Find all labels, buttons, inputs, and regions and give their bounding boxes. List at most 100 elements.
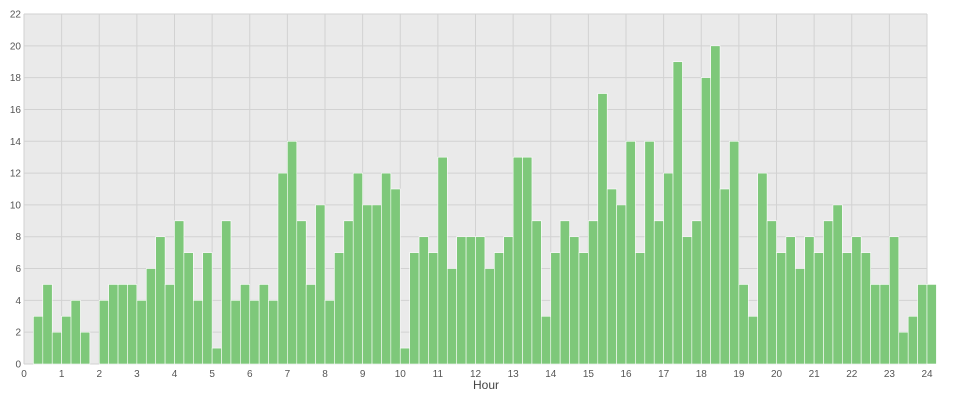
bar [174, 220, 185, 365]
bars [33, 45, 937, 365]
bar [785, 236, 796, 365]
bar [343, 220, 354, 365]
x-tick-label: 3 [134, 369, 140, 380]
y-tick-label: 18 [10, 73, 22, 84]
bar [842, 252, 853, 365]
x-tick-label: 24 [921, 369, 933, 380]
x-tick-label: 23 [884, 369, 896, 380]
bar [776, 252, 787, 365]
x-axis-ticks: 0 1 2 3 4 5 6 7 8 9 10 11 12 13 14 15 16 17 18 19 20 21 22 23 24 [21, 369, 933, 380]
bar [860, 252, 871, 365]
bar [766, 220, 777, 365]
bar [334, 252, 345, 365]
x-tick-label: 1 [59, 369, 65, 380]
bar [230, 300, 241, 365]
bar [738, 284, 749, 365]
bar [823, 220, 834, 365]
bar [61, 315, 72, 365]
bar [663, 172, 674, 365]
x-tick-label: 7 [285, 369, 291, 380]
bar [569, 236, 580, 365]
x-tick-label: 14 [545, 369, 557, 380]
bar [700, 77, 711, 365]
bar [795, 268, 806, 365]
x-tick-label: 2 [96, 369, 102, 380]
x-tick-label: 0 [21, 369, 27, 380]
x-tick-label: 8 [322, 369, 328, 380]
bar [672, 61, 683, 365]
x-tick-label: 11 [433, 369, 444, 380]
bar [907, 315, 918, 365]
bar [503, 236, 514, 365]
bar [541, 315, 552, 365]
x-tick-label: 13 [508, 369, 520, 380]
bar [277, 172, 288, 365]
y-tick-label: 2 [15, 328, 21, 339]
bar [606, 188, 617, 365]
y-tick-label: 0 [15, 360, 21, 371]
y-tick-label: 6 [15, 264, 21, 275]
bar [305, 284, 316, 365]
bar [362, 204, 373, 365]
bar [475, 236, 486, 365]
bar [249, 300, 260, 365]
bar [625, 140, 636, 365]
bar [691, 220, 702, 365]
bar [136, 300, 147, 365]
bar [578, 252, 589, 365]
x-tick-label: 15 [583, 369, 595, 380]
x-tick-label: 20 [771, 369, 783, 380]
bar [155, 236, 166, 365]
bar [418, 236, 429, 365]
bar [813, 252, 824, 365]
x-tick-label: 19 [733, 369, 745, 380]
bar [70, 300, 81, 365]
bar [183, 252, 194, 365]
bar [926, 284, 937, 365]
bar [917, 284, 928, 365]
bar [682, 236, 693, 365]
y-tick-label: 20 [10, 41, 22, 52]
bar [719, 188, 730, 365]
bar [221, 220, 232, 365]
y-tick-label: 16 [10, 105, 22, 116]
bar [42, 284, 53, 365]
x-tick-label: 6 [247, 369, 253, 380]
bar [437, 156, 448, 365]
bar [315, 204, 326, 365]
bar [465, 236, 476, 365]
bar [889, 236, 900, 365]
bar [804, 236, 815, 365]
y-tick-label: 22 [10, 10, 22, 21]
bar [33, 315, 44, 365]
bar [240, 284, 251, 365]
y-tick-label: 10 [10, 200, 22, 211]
bar [98, 300, 109, 365]
bar [268, 300, 279, 365]
bar [409, 252, 420, 365]
bar [202, 252, 213, 365]
x-axis-title: Hour [473, 378, 499, 392]
bar [635, 252, 646, 365]
bar [446, 268, 457, 365]
bar [108, 284, 119, 365]
bar [381, 172, 392, 365]
y-tick-label: 4 [15, 296, 21, 307]
bar [531, 220, 542, 365]
y-tick-label: 8 [15, 232, 21, 243]
bar [371, 204, 382, 365]
bar [80, 331, 91, 365]
bar [287, 140, 298, 365]
bar [588, 220, 599, 365]
bar [644, 140, 655, 365]
bar [879, 284, 890, 365]
bar [559, 220, 570, 365]
bar [550, 252, 561, 365]
bar [296, 220, 307, 365]
y-axis-ticks: 0 2 4 6 8 10 12 14 16 18 20 22 [10, 10, 22, 371]
bar [258, 284, 269, 365]
x-tick-label: 10 [395, 369, 407, 380]
bar [127, 284, 138, 365]
bar [399, 347, 410, 365]
